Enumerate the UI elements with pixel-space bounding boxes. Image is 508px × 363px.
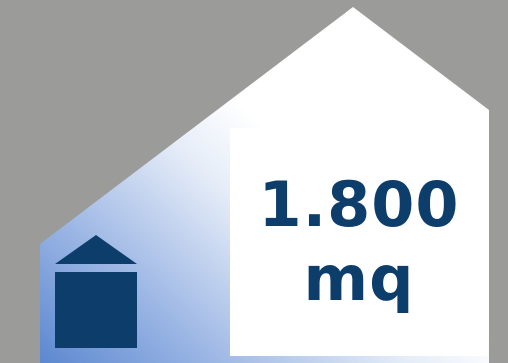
area-unit: mq [303,242,415,315]
house-icon [55,235,137,348]
area-value: 1.800 [258,168,460,241]
area-label: 1.800 mq [230,128,488,356]
text-panel [230,128,488,356]
